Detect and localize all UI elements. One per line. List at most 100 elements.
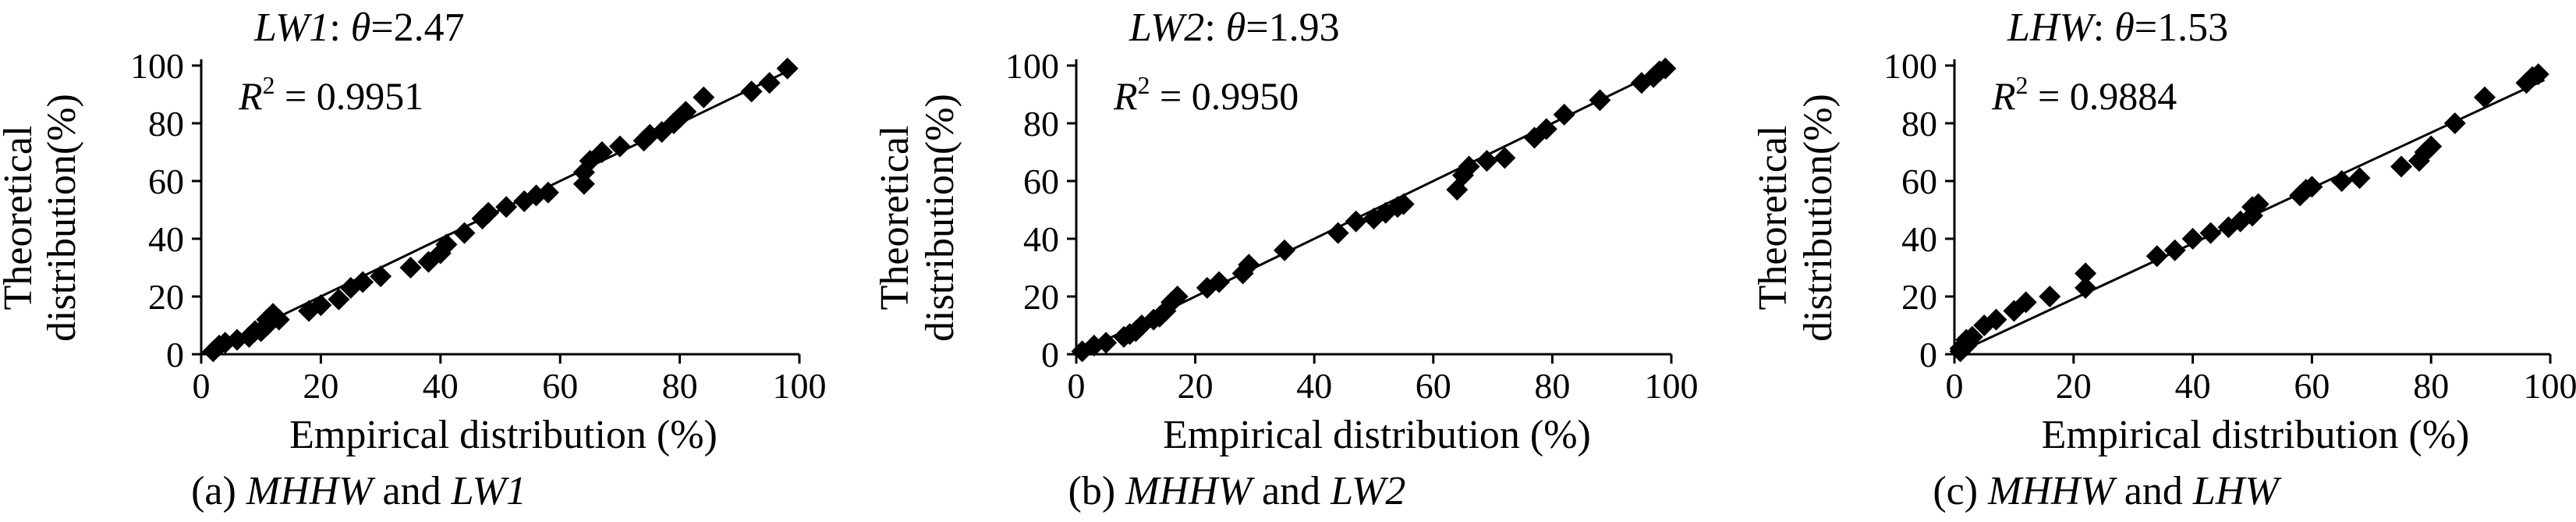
data-point-marker xyxy=(693,86,715,108)
data-point-marker xyxy=(2473,86,2496,108)
data-point-marker xyxy=(2075,276,2097,299)
data-point-marker xyxy=(675,101,697,123)
r2-superscript: 2 xyxy=(263,71,275,99)
data-point-marker xyxy=(2527,63,2549,86)
y-tick-label: 60 xyxy=(148,162,184,201)
caption-space xyxy=(236,469,246,513)
r2-symbol: R xyxy=(1991,74,2016,118)
caption-space xyxy=(2114,469,2124,513)
data-point-marker xyxy=(2443,112,2466,134)
x-axis-label-text: Empirical distribution (%) xyxy=(2042,413,2470,457)
y-axis-label-line1: Theoretical xyxy=(0,126,41,311)
y-tick-label: 100 xyxy=(1883,46,1937,86)
data-point-marker xyxy=(2014,291,2037,314)
x-axis-label: Empirical distribution (%) xyxy=(289,413,718,457)
caption-var2: LHW xyxy=(2192,469,2282,513)
y-tick-label: 40 xyxy=(1901,219,1937,259)
x-tick-label: 80 xyxy=(662,366,698,406)
data-point-marker xyxy=(2145,245,2168,268)
title-theta: θ xyxy=(2114,5,2135,50)
caption-prefix: (a) xyxy=(191,469,236,513)
r2-equals: = xyxy=(275,74,317,118)
data-point-marker xyxy=(2181,228,2204,250)
r2-equals: = xyxy=(1150,74,1192,118)
data-point-marker xyxy=(268,308,290,331)
y-axis-label-line1: Theoretical xyxy=(873,126,917,311)
data-point-marker xyxy=(1553,103,1575,126)
x-tick-label: 20 xyxy=(303,366,338,406)
data-point-marker xyxy=(1238,254,1260,276)
x-tick-label: 60 xyxy=(542,366,578,406)
title-equals: = xyxy=(1245,5,1268,50)
y-axis-label-text2: distribution(%) xyxy=(918,94,962,342)
data-point-marker xyxy=(1274,239,1296,261)
data-point-marker xyxy=(1985,308,2007,331)
caption-space xyxy=(2183,469,2193,513)
r2-value: 0.9950 xyxy=(1192,74,1299,118)
caption-prefix: (b) xyxy=(1068,469,1116,513)
r2-value: 0.9951 xyxy=(317,74,424,118)
chart-title: LW1: θ=2.47 xyxy=(253,5,465,50)
data-point-marker xyxy=(1535,118,1557,140)
caption-and: and xyxy=(383,469,441,513)
y-tick-label: 100 xyxy=(1005,46,1059,86)
caption-var1: MHHW xyxy=(1125,469,1255,513)
x-tick-label: 0 xyxy=(1946,366,1964,406)
y-tick-label: 60 xyxy=(1023,162,1059,201)
panel-caption: (b) MHHW and LW2 xyxy=(1068,469,1406,513)
r2-equals: = xyxy=(2029,74,2070,118)
data-point-marker xyxy=(2163,239,2186,261)
data-point-marker xyxy=(399,257,422,279)
data-point-marker xyxy=(2348,167,2371,190)
data-point-marker xyxy=(1654,57,1677,80)
title-theta-value: 1.93 xyxy=(1269,5,1340,50)
data-point-marker xyxy=(2301,176,2323,198)
r2-symbol: R xyxy=(1113,74,1138,118)
x-tick-label: 60 xyxy=(2294,366,2330,406)
x-tick-label: 0 xyxy=(1068,366,1086,406)
y-tick-label: 20 xyxy=(1023,277,1059,317)
x-tick-label: 40 xyxy=(423,366,459,406)
x-axis-label: Empirical distribution (%) xyxy=(2042,413,2470,457)
title-colon: : xyxy=(329,5,350,50)
data-point-marker xyxy=(608,135,631,158)
data-point-marker xyxy=(1392,193,1415,215)
x-axis-label-text: Empirical distribution (%) xyxy=(1163,413,1591,457)
x-tick-label: 100 xyxy=(773,366,827,406)
y-tick-label: 60 xyxy=(1901,162,1937,201)
y-axis-label-text2: distribution(%) xyxy=(1796,94,1841,342)
data-point-marker xyxy=(740,80,763,103)
r2-superscript: 2 xyxy=(2016,71,2029,99)
r-squared-annotation: R2 = 0.9884 xyxy=(1991,71,2177,118)
y-axis-label-line2: distribution(%) xyxy=(40,94,84,342)
caption-var2: LW2 xyxy=(1330,469,1405,513)
data-point-marker xyxy=(495,196,518,218)
data-point-marker xyxy=(2247,193,2270,215)
y-axis-label-text2: distribution(%) xyxy=(40,94,84,342)
x-tick-label: 20 xyxy=(2056,366,2092,406)
y-tick-label: 0 xyxy=(1041,335,1059,375)
y-tick-label: 100 xyxy=(130,46,184,86)
y-axis-label-line2: distribution(%) xyxy=(918,94,962,342)
data-point-marker xyxy=(370,265,392,288)
caption-space xyxy=(1978,469,1988,513)
x-tick-label: 80 xyxy=(2413,366,2449,406)
panel-caption: (c) MHHW and LHW xyxy=(1933,469,2282,513)
x-tick-label: 20 xyxy=(1178,366,1214,406)
title-theta-value: 1.53 xyxy=(2157,5,2228,50)
data-point-marker xyxy=(590,141,613,163)
title-colon: : xyxy=(2093,5,2114,50)
title-equals: = xyxy=(2135,5,2157,50)
data-point-marker xyxy=(1961,325,1983,348)
r2-symbol: R xyxy=(238,74,263,118)
x-tick-label: 40 xyxy=(1296,366,1332,406)
title-theta-value: 2.47 xyxy=(394,5,465,50)
data-point-marker xyxy=(2075,262,2097,285)
x-tick-label: 100 xyxy=(2524,366,2576,406)
title-series: LHW xyxy=(2007,5,2096,50)
data-point-marker xyxy=(2330,170,2353,192)
data-point-marker xyxy=(435,233,458,256)
